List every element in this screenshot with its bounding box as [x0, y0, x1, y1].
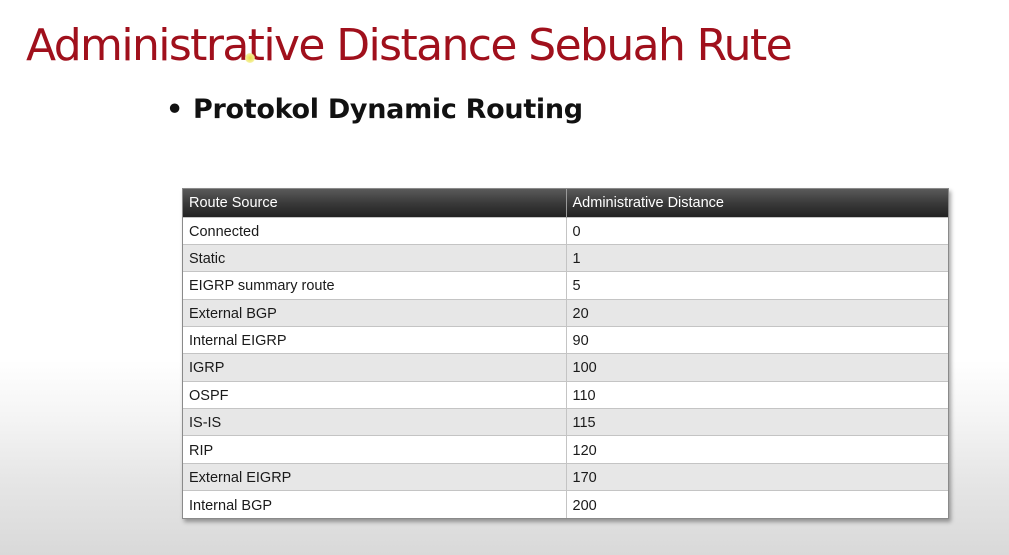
table-row: Internal EIGRP 90	[183, 326, 948, 353]
bullet-point: • Protokol Dynamic Routing	[166, 90, 583, 130]
distance-cell: 170	[566, 463, 948, 490]
table-row: OSPF 110	[183, 381, 948, 408]
distance-cell: 1	[566, 244, 948, 271]
route-source-cell: Static	[183, 244, 566, 271]
distance-cell: 0	[566, 217, 948, 244]
route-source-cell: OSPF	[183, 381, 566, 408]
column-header-administrative-distance: Administrative Distance	[566, 189, 948, 217]
table-row: Connected 0	[183, 217, 948, 244]
table-row: IGRP 100	[183, 354, 948, 381]
table-header-row: Route Source Administrative Distance	[183, 189, 948, 217]
route-source-table: Route Source Administrative Distance Con…	[182, 188, 949, 519]
distance-cell: 90	[566, 326, 948, 353]
route-source-cell: External BGP	[183, 299, 566, 326]
table-row: Internal BGP 200	[183, 491, 948, 518]
distance-cell: 110	[566, 381, 948, 408]
bullet-icon: •	[166, 90, 183, 130]
route-source-cell: IGRP	[183, 354, 566, 381]
pointer-highlight-icon	[245, 53, 255, 63]
route-source-cell: Internal EIGRP	[183, 326, 566, 353]
distance-cell: 5	[566, 272, 948, 299]
route-source-cell: IS-IS	[183, 409, 566, 436]
distance-cell: 115	[566, 409, 948, 436]
table-row: RIP 120	[183, 436, 948, 463]
slide-title: Administrative Distance Sebuah Rute	[26, 14, 791, 78]
route-source-cell: EIGRP summary route	[183, 272, 566, 299]
distance-cell: 100	[566, 354, 948, 381]
table-row: External BGP 20	[183, 299, 948, 326]
table-row: EIGRP summary route 5	[183, 272, 948, 299]
route-source-cell: Internal BGP	[183, 491, 566, 518]
table-row: External EIGRP 170	[183, 463, 948, 490]
distance-cell: 20	[566, 299, 948, 326]
route-source-cell: External EIGRP	[183, 463, 566, 490]
route-source-cell: Connected	[183, 217, 566, 244]
distance-cell: 120	[566, 436, 948, 463]
distance-cell: 200	[566, 491, 948, 518]
table-row: IS-IS 115	[183, 409, 948, 436]
route-source-cell: RIP	[183, 436, 566, 463]
column-header-route-source: Route Source	[183, 189, 566, 217]
table-row: Static 1	[183, 244, 948, 271]
bullet-text: Protokol Dynamic Routing	[193, 94, 583, 125]
